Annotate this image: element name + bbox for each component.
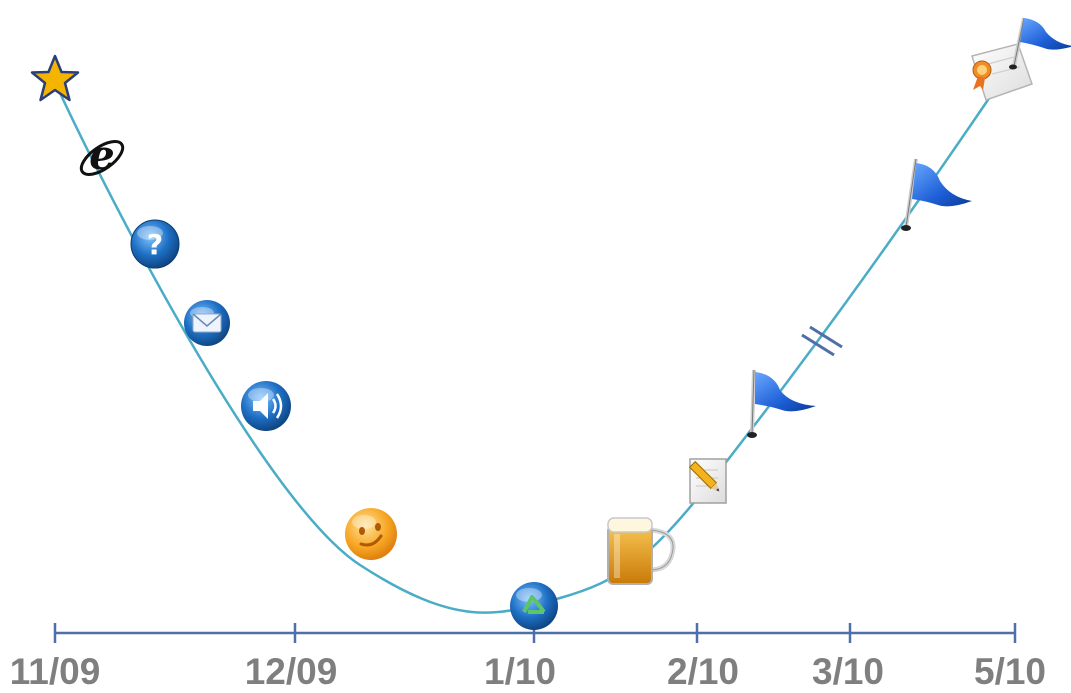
certificate-flag-icon bbox=[971, 17, 1071, 101]
notepad-pencil-icon bbox=[688, 458, 727, 504]
break-mark-icon bbox=[801, 325, 843, 357]
timeline-curve bbox=[53, 59, 1017, 614]
tick-label-2-10: 2/10 bbox=[666, 651, 740, 692]
help-icon: ? bbox=[130, 219, 180, 269]
tick-label-3-10: 3/10 bbox=[811, 651, 885, 692]
mail-icon bbox=[184, 300, 230, 346]
star-icon bbox=[30, 54, 80, 102]
time-axis bbox=[53, 623, 1017, 643]
flag-icon bbox=[747, 369, 816, 438]
internet-explorer-icon: e bbox=[79, 132, 125, 179]
tick-label-1-10: 1/10 bbox=[483, 651, 557, 692]
smiley-icon bbox=[345, 508, 397, 560]
speaker-icon bbox=[241, 381, 291, 431]
tick-label-11-09: 11/09 bbox=[9, 651, 101, 692]
svg-text:e: e bbox=[89, 132, 114, 179]
flag-icon bbox=[901, 158, 972, 231]
tick-label-5-10: 5/10 bbox=[973, 651, 1047, 692]
beer-mug-icon bbox=[607, 517, 676, 585]
tick-label-12-09: 12/09 bbox=[244, 651, 338, 692]
recycle-icon bbox=[510, 582, 558, 630]
svg-text:?: ? bbox=[147, 228, 163, 261]
